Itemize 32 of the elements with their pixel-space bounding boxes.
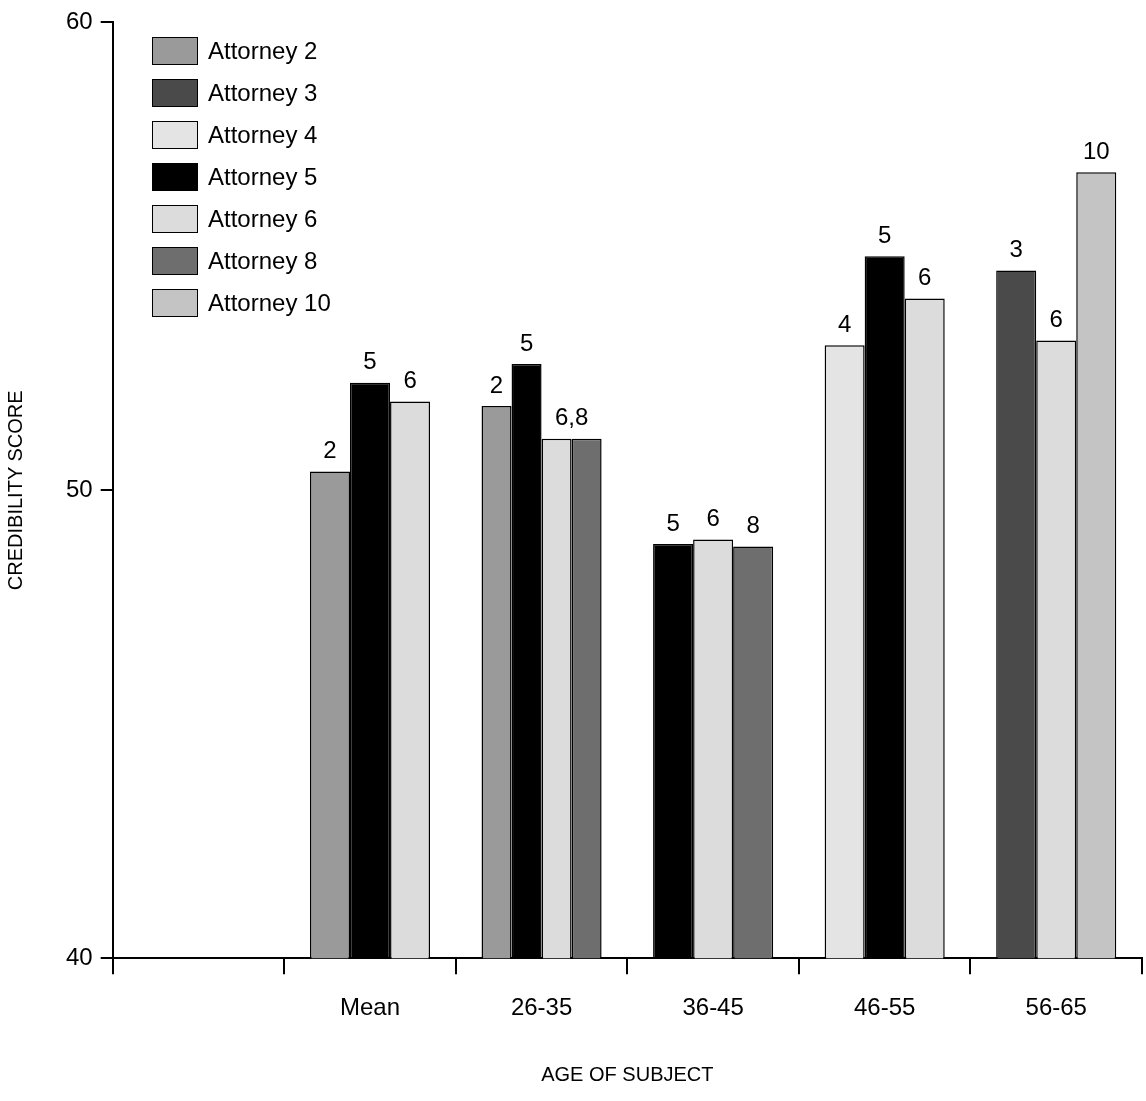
annotation: 2 [323, 436, 337, 464]
x-tick-label: 36-45 [682, 993, 744, 1021]
annotation: 5 [519, 328, 534, 356]
annotation: 10 [1082, 136, 1110, 164]
legend-label: Attorney 6 [208, 204, 318, 234]
annotation: 5 [666, 508, 680, 536]
y-tick-label: 50 [65, 474, 93, 502]
annotation: 6 [1049, 305, 1063, 333]
legend-label: Attorney 8 [208, 246, 318, 276]
y-tick-label: 60 [65, 7, 93, 35]
annotation: 2 [489, 370, 504, 398]
y-tick-label: 40 [65, 942, 93, 970]
legend-label: Attorney 4 [208, 120, 318, 150]
annotation: 6,8 [554, 403, 589, 431]
legend-label: Attorney 10 [208, 288, 331, 318]
annotation: 5 [877, 220, 892, 248]
x-tick-label: 46-55 [853, 993, 916, 1021]
annotation: 5 [363, 347, 377, 375]
x-tick-label: 26-35 [510, 993, 573, 1021]
y-axis-title: CREDIBILITY SCORE [3, 390, 26, 591]
annotation: 4 [837, 309, 852, 337]
annotation: 6 [403, 366, 417, 394]
legend-label: Attorney 5 [208, 162, 318, 192]
legend-label: Attorney 2 [208, 36, 318, 66]
annotation: 6 [918, 263, 932, 291]
legend-label: Attorney 3 [208, 78, 318, 108]
annotation: 8 [746, 511, 760, 539]
x-axis-title: AGE OF SUBJECT [541, 1062, 714, 1085]
annotation: 6 [706, 504, 720, 532]
x-tick-label: 56-65 [1025, 993, 1087, 1021]
x-tick-label: Mean [340, 993, 401, 1021]
annotation: 3 [1009, 235, 1023, 263]
